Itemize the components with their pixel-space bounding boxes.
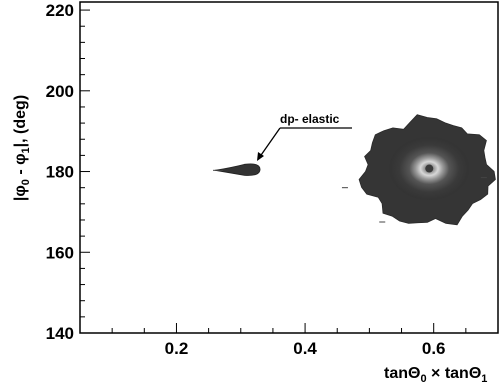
x-tick-label: 0.6	[422, 339, 446, 358]
annotation-arrowhead	[257, 152, 264, 161]
x-tick-label: 0.2	[165, 339, 189, 358]
y-tick-label: 180	[46, 163, 74, 182]
svg-text:tanΘ0 × tanΘ1: tanΘ0 × tanΘ1	[384, 365, 487, 385]
x-tick-label: 0.4	[293, 339, 317, 358]
clusters	[213, 114, 496, 226]
annotation-label: dp- elastic	[280, 112, 340, 126]
y-tick-label: 140	[46, 324, 74, 343]
x-axis-ticks: 0.2 0.4 0.6	[79, 323, 499, 358]
plot-frame	[79, 1, 499, 334]
annotation-arrow	[258, 127, 281, 159]
cluster-main-center	[425, 164, 434, 173]
y-axis-title: |φ0 - φ1|, (deg)	[12, 95, 32, 201]
cluster-dp-elastic	[214, 163, 261, 176]
annotation: dp- elastic	[257, 112, 352, 161]
y-tick-label: 160	[46, 243, 74, 262]
y-tick-label: 200	[46, 82, 74, 101]
y-axis-ticks: 140 160 180 200 220	[46, 1, 90, 343]
svg-text:|φ0 - φ1|, (deg): |φ0 - φ1|, (deg)	[12, 95, 32, 201]
y-tick-label: 220	[46, 1, 74, 20]
x-axis-title: tanΘ0 × tanΘ1	[384, 365, 487, 385]
